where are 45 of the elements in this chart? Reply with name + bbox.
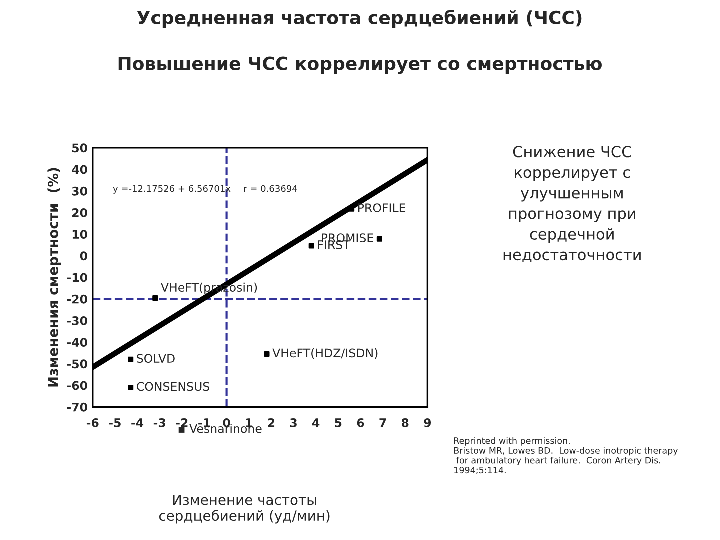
x-tick-label: 8: [402, 418, 409, 428]
y-tick-label: -20: [67, 294, 88, 304]
y-tick-label: -50: [67, 360, 88, 369]
series-label: FIRST: [318, 240, 350, 250]
x-tick-label: -5: [109, 418, 121, 428]
x-tick-label: 5: [335, 418, 342, 428]
y-tick-label: -70: [67, 402, 88, 412]
y-tick-label: 0: [80, 252, 88, 261]
series-label: SOLVD: [137, 354, 175, 364]
x-tick-label: -4: [132, 418, 144, 428]
y-tick-label: 20: [72, 208, 88, 218]
y-axis-title: Изменения смертности (%): [48, 168, 62, 387]
point: [308, 243, 314, 249]
y-tick-label: 50: [72, 144, 88, 153]
x-tick-label: -3: [154, 418, 166, 428]
point: [128, 356, 134, 362]
series-label: PROFILE: [358, 204, 406, 213]
point: [152, 296, 158, 302]
text: Снижение ЧСС коррелирует с улучшенным прогнозому при сердечной недостаточности: [504, 146, 641, 262]
annotation: r = 0.63694: [244, 185, 298, 192]
x-tick-label: 3: [290, 418, 297, 428]
series-label: VHeFT(HDZ/ISDN): [272, 348, 378, 360]
point: [376, 236, 382, 242]
x-axis-title: Изменение частоты сердцебиений (уд/мин): [159, 494, 330, 524]
point: [264, 351, 270, 358]
chart-title: Усредненная частота сердцебиений (ЧСС): [137, 10, 582, 28]
x-tick-label: 6: [357, 418, 364, 428]
x-tick-label: -6: [86, 418, 99, 428]
y-tick-label: 30: [72, 186, 88, 196]
y-tick-label: -30: [67, 316, 88, 326]
x-tick-label: 4: [312, 418, 320, 428]
series-label: PROMISE: [322, 234, 374, 243]
point: [128, 384, 134, 390]
x-tick-label: 7: [380, 418, 386, 428]
y-tick-label: 40: [72, 165, 88, 174]
y-tick-label: -10: [67, 273, 88, 282]
chart-subtitle: Повышение ЧСС коррелирует со смертностью: [118, 56, 602, 74]
x-tick-label: 9: [424, 418, 432, 428]
series-label: CONSENSUS: [137, 382, 210, 392]
y-tick-label: 10: [72, 230, 88, 240]
x-tick-label: 2: [268, 418, 275, 428]
text: Reprinted with permission. Bristow MR, Lowes BD. Low-dose inotropic therapy for ambulatory heart failure. Coron Artery Dis. 1994;5:114.: [454, 437, 678, 474]
y-tick-label: -60: [67, 381, 88, 390]
annotation: y =-12.17526 + 6.56701x: [113, 185, 231, 194]
y-tick-label: -40: [67, 338, 88, 348]
